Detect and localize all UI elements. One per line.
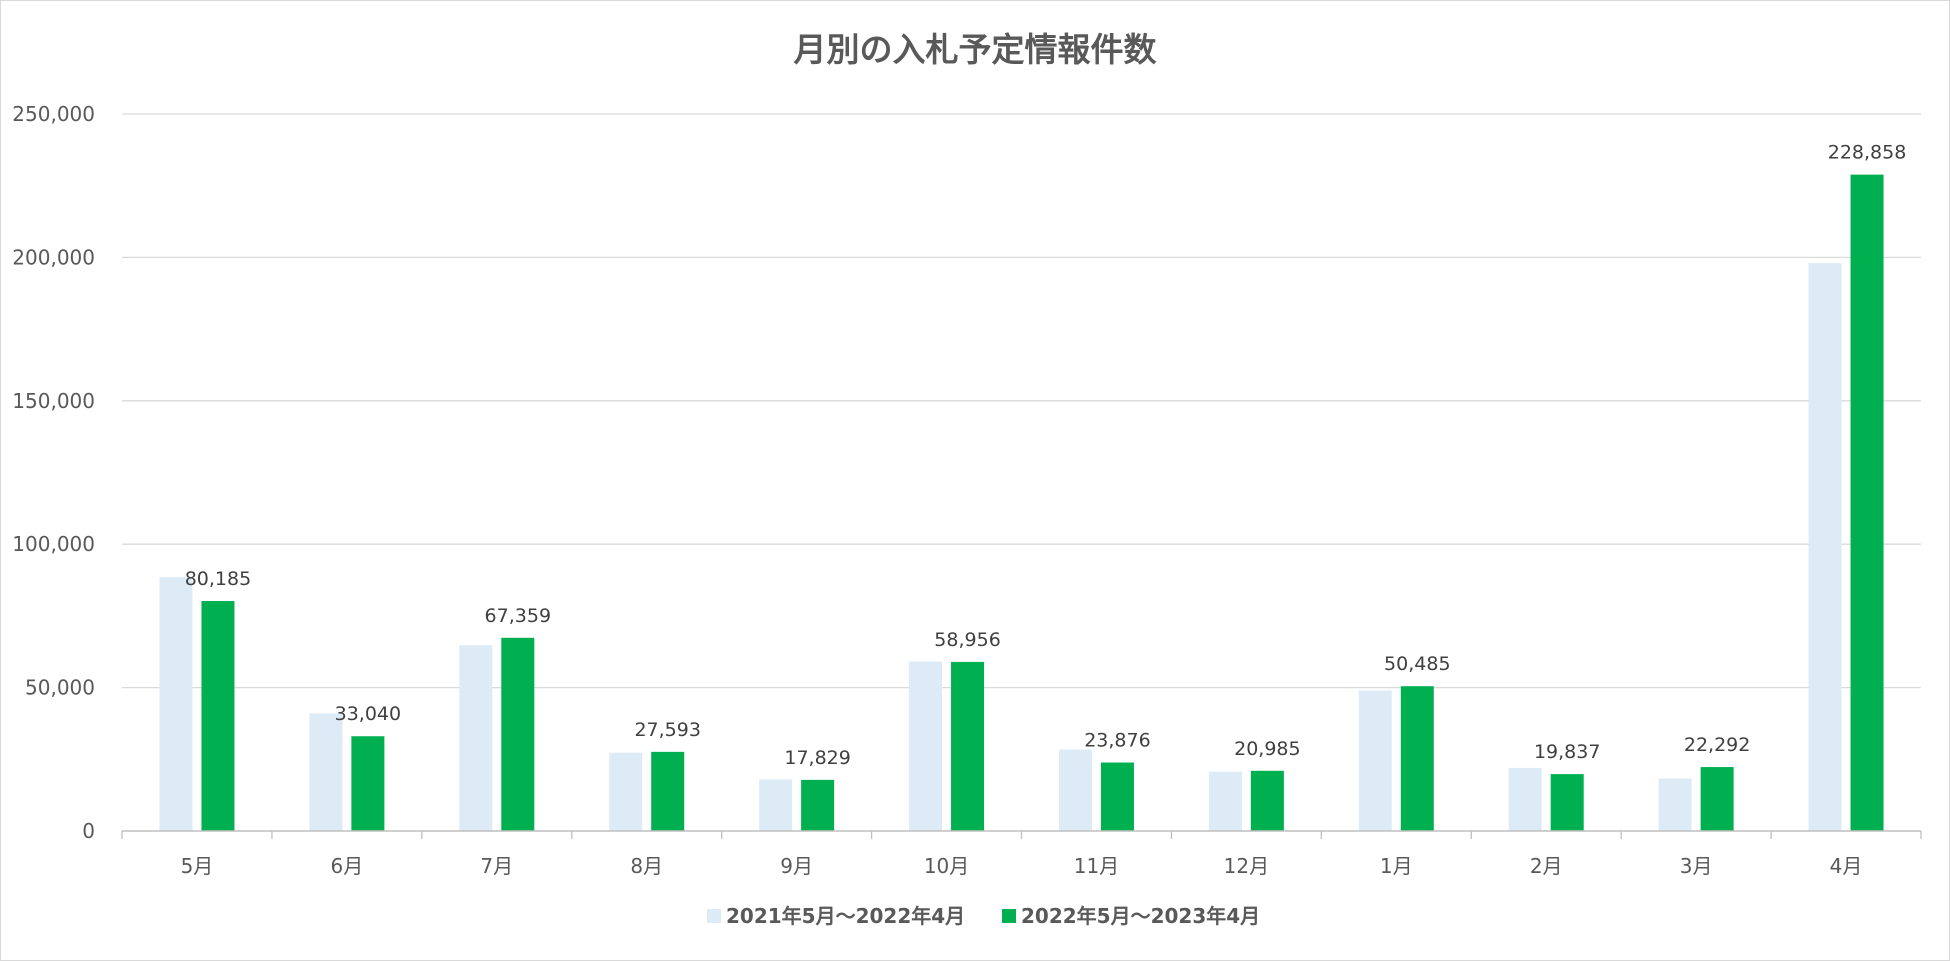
data-label: 19,837 xyxy=(1534,741,1600,763)
bar-series-2 xyxy=(951,661,985,831)
x-tick-label: 4月 xyxy=(1830,854,1863,878)
data-label: 228,858 xyxy=(1828,142,1907,164)
data-label: 20,985 xyxy=(1234,738,1300,760)
x-tick-label: 3月 xyxy=(1680,854,1713,878)
data-label: 58,956 xyxy=(934,629,1000,651)
legend-swatch xyxy=(1002,909,1016,923)
y-tick-label: 200,000 xyxy=(12,245,95,269)
y-tick-label: 0 xyxy=(82,819,95,843)
x-tick-label: 1月 xyxy=(1380,854,1413,878)
bar-series-1 xyxy=(159,577,193,831)
bar-series-2 xyxy=(1700,767,1734,831)
bar-series-1 xyxy=(1208,771,1242,831)
bar-series-1 xyxy=(909,661,943,831)
y-tick-label: 50,000 xyxy=(25,676,95,700)
bar-series-1 xyxy=(1508,767,1542,831)
bar-series-1 xyxy=(609,752,643,831)
bar-series-2 xyxy=(501,637,535,831)
legend: 2021年5月～2022年4月 2022年5月～2023年4月 xyxy=(707,904,1260,928)
x-axis: 5月 6月 7月 8月 9月 10月 11月 12月 1月 2月 3月 4月 xyxy=(121,830,1922,878)
bar-series-2 xyxy=(1250,770,1284,831)
legend-label: 2021年5月～2022年4月 xyxy=(726,904,965,928)
data-label: 50,485 xyxy=(1384,653,1450,675)
x-tick-label: 8月 xyxy=(630,854,663,878)
x-tick-label: 6月 xyxy=(331,854,364,878)
bar-series-1 xyxy=(309,713,343,831)
data-label: 80,185 xyxy=(185,568,251,590)
y-tick-label: 150,000 xyxy=(12,389,95,413)
gridlines xyxy=(122,113,1921,689)
bar-series-2 xyxy=(1100,762,1134,831)
data-label: 67,359 xyxy=(485,605,551,627)
x-tick-label: 9月 xyxy=(780,854,813,878)
bar-series-2 xyxy=(651,751,685,831)
data-label: 23,876 xyxy=(1084,730,1150,752)
x-tick-label: 12月 xyxy=(1224,854,1269,878)
x-tick-label: 5月 xyxy=(181,854,214,878)
bar-series-2 xyxy=(1550,774,1584,831)
x-tick-label: 7月 xyxy=(480,854,513,878)
bar-series-2 xyxy=(1850,174,1884,831)
bars xyxy=(159,174,1884,831)
x-tick-label: 10月 xyxy=(924,854,969,878)
bar-series-1 xyxy=(1058,749,1092,831)
bar-series-2 xyxy=(351,736,385,831)
data-label: 17,829 xyxy=(784,747,850,769)
y-axis: 0 50,000 100,000 150,000 200,000 250,000 xyxy=(12,102,95,843)
x-tick-label: 2月 xyxy=(1530,854,1563,878)
data-labels: 80,185 33,040 67,359 27,593 17,829 58,956 23,8… xyxy=(185,142,1907,769)
bar-series-2 xyxy=(801,779,835,831)
legend-label: 2022年5月～2023年4月 xyxy=(1021,904,1260,928)
y-tick-label: 100,000 xyxy=(12,532,95,556)
legend-swatch xyxy=(707,909,721,923)
x-tick-label: 11月 xyxy=(1074,854,1119,878)
bar-series-1 xyxy=(1358,690,1392,831)
data-label: 27,593 xyxy=(634,719,700,741)
bar-series-1 xyxy=(1808,263,1842,831)
bar-series-1 xyxy=(459,645,493,831)
bar-series-2 xyxy=(1400,686,1434,831)
data-label: 33,040 xyxy=(335,703,401,725)
bar-series-2 xyxy=(201,601,235,831)
data-label: 22,292 xyxy=(1684,734,1750,756)
chart-title: 月別の入札予定情報件数 xyxy=(794,30,1158,69)
bar-series-1 xyxy=(1658,778,1692,831)
bar-series-1 xyxy=(759,779,793,831)
y-tick-label: 250,000 xyxy=(12,102,95,126)
